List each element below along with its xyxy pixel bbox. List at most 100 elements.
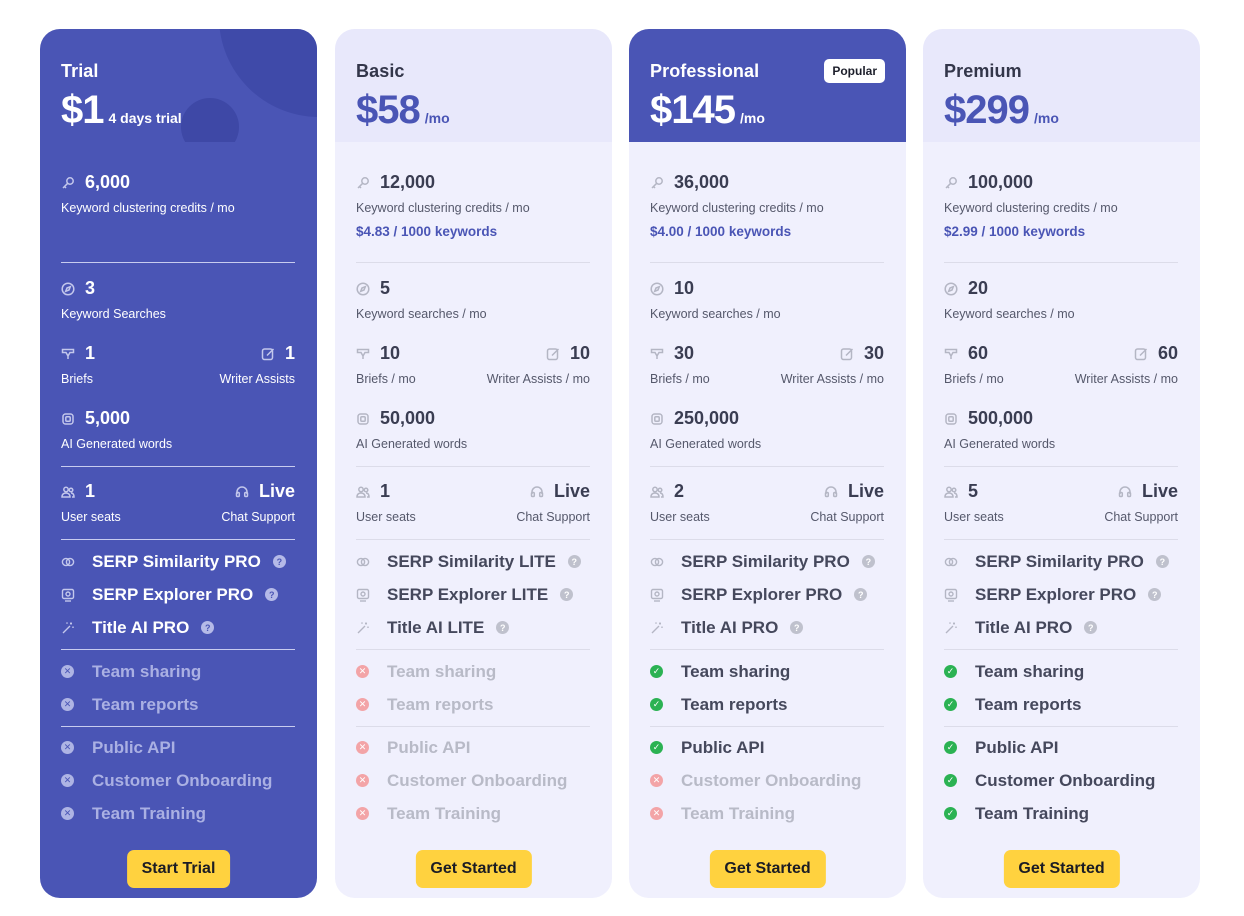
compass-icon [650, 281, 664, 296]
metric: 5 Keyword searches / mo [356, 278, 590, 321]
divider [61, 649, 295, 650]
metric-row: 1 Briefs 1 Writer Assists [61, 343, 295, 386]
metric-label: Keyword searches / mo [356, 307, 487, 321]
metric-label: User seats [356, 510, 416, 524]
serp-similarity-icon [356, 555, 370, 569]
help-icon[interactable]: ? [567, 555, 581, 568]
headset-icon [1118, 485, 1132, 499]
get-started-button[interactable]: Get Started [1003, 850, 1120, 888]
metric-value: 30 [674, 343, 695, 363]
help-icon[interactable]: ? [272, 555, 286, 568]
key-icon [356, 176, 370, 190]
plan-features: 100,000 Keyword clustering credits / mo … [923, 142, 1200, 830]
cost-per-keywords: $4.83 / 1000 keywords [356, 224, 498, 239]
feature-label: Public API [92, 737, 176, 757]
help-icon[interactable]: ? [854, 588, 868, 601]
plan-name: Premium [944, 61, 1022, 81]
feature-tool: SERP Similarity PRO ? [61, 545, 295, 578]
edit-icon [1134, 347, 1148, 361]
feature-label: Public API [681, 737, 765, 757]
plan-name: Basic [356, 61, 405, 81]
feature-label: SERP Explorer PRO [681, 584, 843, 604]
key-icon [944, 176, 958, 190]
feature-included: ✓ Team reports [650, 688, 884, 721]
help-icon[interactable]: ? [861, 555, 875, 568]
metric-value: 10 [569, 343, 590, 363]
metric-value: Live [1141, 481, 1178, 501]
metric-label: AI Generated words [650, 437, 762, 451]
help-icon[interactable]: ? [1155, 555, 1169, 568]
feature-label: Title AI LITE [387, 617, 485, 637]
plan-header: Basic $58 /mo [335, 29, 612, 142]
plan-price: $58 [356, 88, 421, 132]
feature-tool: Title AI PRO ? [944, 611, 1178, 644]
metric: Live Chat Support [516, 481, 590, 524]
help-icon[interactable]: ? [790, 621, 804, 634]
metric: 2 User seats [650, 481, 710, 524]
brief-icon [356, 347, 370, 361]
help-icon[interactable]: ? [496, 621, 510, 634]
feature-excluded: ✕ Customer Onboarding [356, 764, 590, 797]
feature-tool: SERP Similarity LITE ? [356, 545, 590, 578]
metric-value: 250,000 [674, 408, 740, 428]
help-icon[interactable]: ? [1084, 621, 1098, 634]
divider [650, 649, 884, 650]
divider [944, 649, 1178, 650]
users-icon [61, 485, 75, 499]
metric: 30 Writer Assists / mo [781, 343, 884, 386]
magic-wand-icon [650, 621, 664, 635]
feature-label: Team Training [387, 803, 501, 823]
feature-label: SERP Similarity PRO [92, 551, 261, 571]
metric: 1 User seats [61, 481, 121, 524]
feature-label: Team Training [92, 803, 206, 823]
plan-card-basic: Basic $58 /mo 12,000 Keyword clustering … [335, 29, 612, 898]
help-icon[interactable]: ? [1148, 588, 1162, 601]
check-icon: ✓ [944, 698, 957, 711]
feature-tool: Title AI PRO ? [650, 611, 884, 644]
metric-label: Briefs / mo [650, 372, 710, 386]
feature-excluded: ✕ Team Training [61, 797, 295, 830]
metric-label: Briefs / mo [356, 372, 416, 386]
magic-wand-icon [61, 621, 75, 635]
metric-value: 2 [674, 481, 685, 501]
start-trial-button[interactable]: Start Trial [126, 850, 231, 888]
metric-value: 1 [284, 343, 295, 363]
metric-label: Briefs [61, 372, 93, 386]
serp-explorer-icon [61, 588, 75, 602]
check-icon: ✓ [650, 665, 663, 678]
metric-label: User seats [61, 510, 121, 524]
feature-included: ✓ Team sharing [944, 655, 1178, 688]
feature-label: Team Training [681, 803, 795, 823]
cross-icon: ✕ [61, 774, 74, 787]
metric: 20 Keyword searches / mo [944, 278, 1178, 321]
price-row: $1 4 days trial [61, 88, 295, 133]
cross-icon: ✕ [356, 741, 369, 754]
get-started-button[interactable]: Get Started [415, 850, 532, 888]
feature-label: Customer Onboarding [92, 770, 273, 790]
metric-label: Keyword clustering credits / mo [356, 201, 530, 215]
compass-icon [61, 281, 75, 296]
help-icon[interactable]: ? [560, 588, 574, 601]
metric-value: 500,000 [968, 408, 1034, 428]
get-started-button[interactable]: Get Started [709, 850, 826, 888]
feature-label: Team sharing [681, 661, 791, 681]
cost-per-keywords: $4.00 / 1000 keywords [650, 224, 792, 239]
feature-label: SERP Explorer PRO [975, 584, 1137, 604]
metric-value: 6,000 [85, 172, 131, 192]
brief-icon [61, 347, 75, 361]
cross-icon: ✕ [61, 698, 74, 711]
divider [650, 726, 884, 727]
cross-icon: ✕ [356, 665, 369, 678]
metric: 60 Writer Assists / mo [1075, 343, 1178, 386]
edit-icon [840, 347, 854, 361]
divider [356, 726, 590, 727]
metric-label: Chat Support [516, 510, 590, 524]
metric-value: 3 [85, 278, 96, 298]
headset-icon [235, 485, 249, 499]
metric-label: Keyword searches / mo [650, 307, 781, 321]
metric: 100,000 Keyword clustering credits / mo [944, 172, 1178, 215]
help-icon[interactable]: ? [201, 621, 215, 634]
feature-tool: SERP Similarity PRO ? [944, 545, 1178, 578]
help-icon[interactable]: ? [265, 588, 279, 601]
metric-row: 1 User seats Live Chat Support [356, 481, 590, 524]
